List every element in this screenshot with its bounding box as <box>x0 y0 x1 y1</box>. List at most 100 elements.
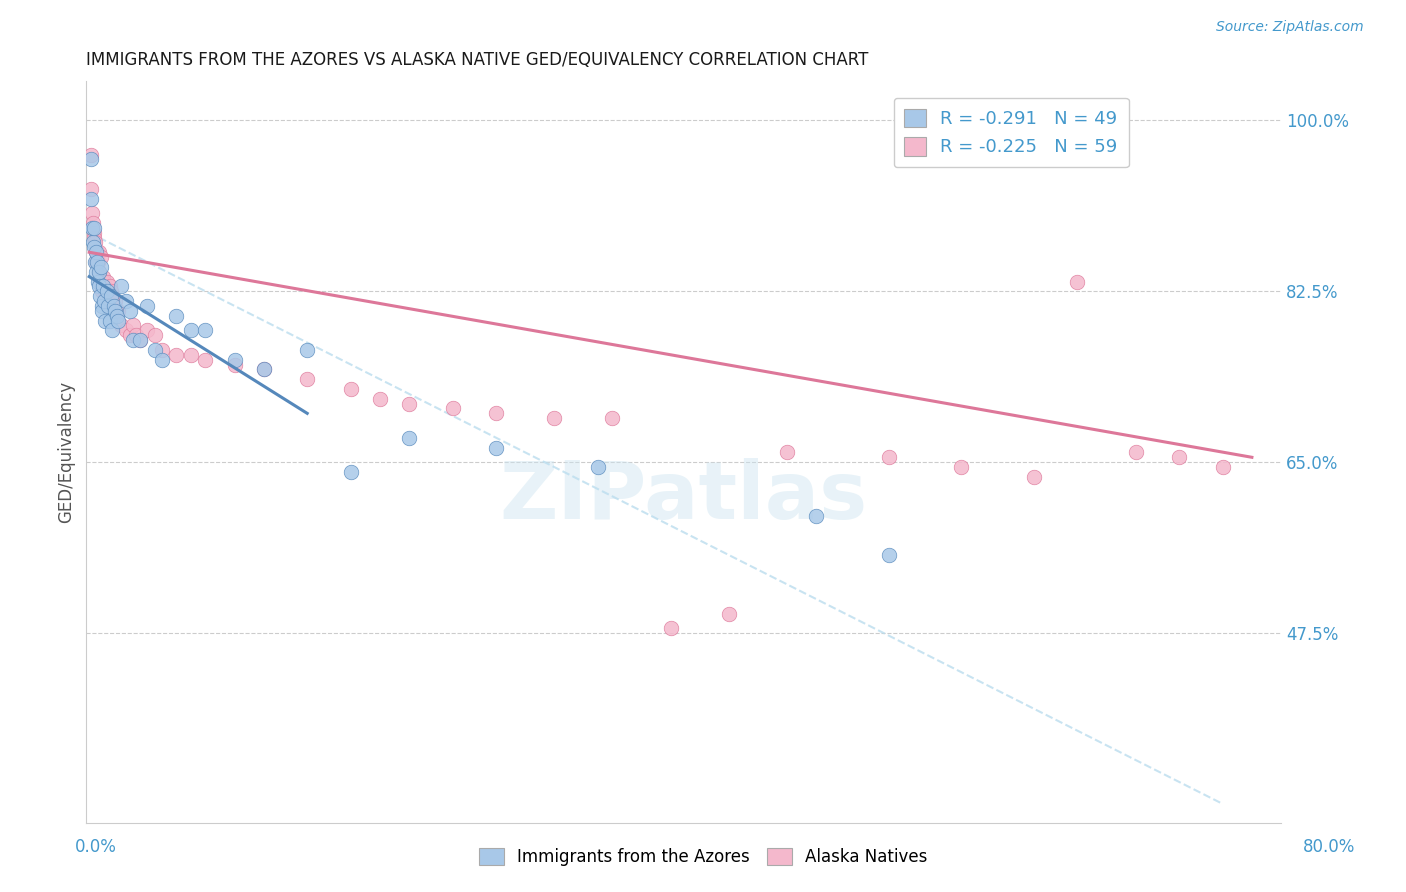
Point <box>224 352 246 367</box>
Point <box>94 285 117 299</box>
Point <box>143 328 166 343</box>
Point <box>485 441 508 455</box>
Point <box>485 406 508 420</box>
Text: ZIPatlas: ZIPatlas <box>499 458 868 536</box>
Point <box>877 450 900 465</box>
Point <box>97 299 120 313</box>
Point <box>165 348 187 362</box>
Point <box>84 245 107 260</box>
Point <box>136 299 159 313</box>
Point <box>90 260 112 274</box>
Point <box>121 318 143 333</box>
Point <box>93 275 115 289</box>
Point <box>1022 470 1045 484</box>
Point <box>98 279 121 293</box>
Point <box>101 289 124 303</box>
Point <box>100 289 122 303</box>
Point <box>93 294 115 309</box>
Point <box>398 396 420 410</box>
Point <box>1125 445 1147 459</box>
Point <box>82 206 104 220</box>
Point <box>129 333 152 347</box>
Legend: Immigrants from the Azores, Alaska Natives: Immigrants from the Azores, Alaska Nativ… <box>472 841 934 873</box>
Point <box>107 303 129 318</box>
Point <box>1066 275 1088 289</box>
Point <box>84 245 107 260</box>
Point <box>83 240 105 254</box>
Point <box>224 358 246 372</box>
Point <box>180 323 202 337</box>
Point <box>340 382 363 396</box>
Text: 0.0%: 0.0% <box>75 838 117 855</box>
Point <box>82 216 104 230</box>
Point <box>441 401 464 416</box>
Point <box>94 313 117 327</box>
Point <box>91 269 114 284</box>
Point <box>80 153 103 167</box>
Point <box>91 275 114 289</box>
Point <box>804 508 827 523</box>
Point <box>368 392 391 406</box>
Point <box>79 147 101 161</box>
Point <box>252 362 274 376</box>
Point <box>295 372 318 386</box>
Text: Source: ZipAtlas.com: Source: ZipAtlas.com <box>1216 21 1364 34</box>
Point <box>83 230 105 244</box>
Point <box>86 255 108 269</box>
Text: IMMIGRANTS FROM THE AZORES VS ALASKA NATIVE GED/EQUIVALENCY CORRELATION CHART: IMMIGRANTS FROM THE AZORES VS ALASKA NAT… <box>86 51 869 69</box>
Point <box>83 220 105 235</box>
Point <box>82 220 104 235</box>
Point <box>105 309 128 323</box>
Point <box>104 303 127 318</box>
Point <box>136 323 159 337</box>
Point <box>79 192 101 206</box>
Point <box>114 323 136 337</box>
Point <box>89 275 111 289</box>
Point <box>165 309 187 323</box>
Point <box>125 328 148 343</box>
Point <box>87 245 110 260</box>
Point <box>96 275 118 289</box>
Point <box>110 279 132 293</box>
Point <box>90 250 112 264</box>
Point <box>84 255 107 269</box>
Point <box>129 333 152 347</box>
Y-axis label: GED/Equivalency: GED/Equivalency <box>58 382 75 524</box>
Point <box>89 279 111 293</box>
Point <box>659 621 682 635</box>
Point <box>776 445 799 459</box>
Legend: R = -0.291   N = 49, R = -0.225   N = 59: R = -0.291 N = 49, R = -0.225 N = 59 <box>894 98 1129 167</box>
Point <box>950 460 973 475</box>
Point <box>91 303 114 318</box>
Point <box>114 294 136 309</box>
Point <box>398 431 420 445</box>
Point <box>150 343 173 357</box>
Point <box>1212 460 1234 475</box>
Point <box>90 285 112 299</box>
Point <box>602 411 624 425</box>
Point <box>194 352 217 367</box>
Point <box>252 362 274 376</box>
Point <box>96 285 118 299</box>
Text: 80.0%: 80.0% <box>1302 838 1355 855</box>
Point <box>877 548 900 562</box>
Point <box>103 299 125 313</box>
Point <box>118 328 141 343</box>
Point <box>84 235 107 250</box>
Point <box>87 265 110 279</box>
Point <box>110 318 132 333</box>
Point <box>194 323 217 337</box>
Point <box>80 182 103 196</box>
Point <box>90 299 112 313</box>
Point <box>83 226 105 240</box>
Point <box>98 313 121 327</box>
Point <box>86 245 108 260</box>
Point <box>89 265 111 279</box>
Point <box>543 411 565 425</box>
Point <box>717 607 740 621</box>
Point <box>295 343 318 357</box>
Point <box>121 333 143 347</box>
Point <box>586 460 609 475</box>
Point <box>104 294 127 309</box>
Point <box>107 313 129 327</box>
